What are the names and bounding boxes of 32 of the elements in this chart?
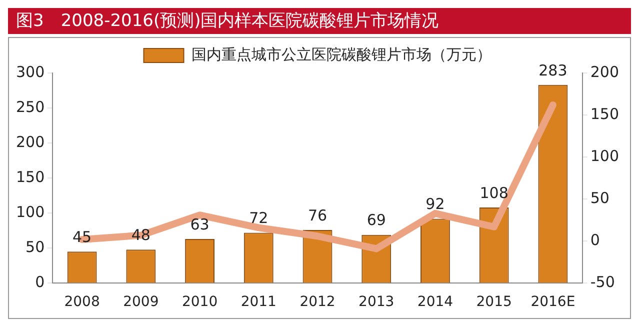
y-tick-label: 300 bbox=[16, 62, 45, 81]
x-tick-label: 2011 bbox=[240, 294, 276, 310]
legend-label: 国内重点城市公立医院碳酸锂片市场（万元） bbox=[191, 45, 492, 64]
data-label: 283 bbox=[538, 61, 568, 80]
y-tick-label: 100 bbox=[16, 203, 45, 222]
data-label: 92 bbox=[426, 195, 445, 214]
y2-tick-label: 150 bbox=[590, 104, 620, 123]
data-label: 45 bbox=[72, 228, 92, 246]
x-tick-label: 2009 bbox=[123, 294, 159, 310]
x-tick-label: 2016E bbox=[530, 294, 576, 310]
y-tick-label: 150 bbox=[16, 168, 45, 186]
y2-tick-label: 200 bbox=[590, 62, 620, 81]
data-label: 76 bbox=[308, 206, 328, 224]
x-tick-label: 2013 bbox=[358, 294, 394, 310]
data-label: 72 bbox=[249, 209, 268, 228]
y2-tick-label: 50 bbox=[590, 189, 610, 208]
x-tick-label: 2012 bbox=[300, 294, 336, 310]
x-tick-label: 2008 bbox=[64, 294, 100, 310]
x-tick-label: 2015 bbox=[476, 294, 512, 310]
y-tick-label: 200 bbox=[16, 132, 45, 151]
y2-tick-label: 0 bbox=[590, 231, 600, 250]
x-tick-label: 2010 bbox=[182, 294, 218, 310]
data-label: 69 bbox=[366, 211, 386, 230]
y-tick-label: 50 bbox=[26, 238, 45, 256]
chart-title: 图3 2008-2016(预测)国内样本医院碳酸锂片市场情况 bbox=[8, 8, 631, 34]
y-tick-label: 0 bbox=[35, 273, 45, 292]
y-tick-label: 250 bbox=[16, 98, 45, 116]
data-label: 108 bbox=[480, 184, 508, 202]
data-label: 63 bbox=[190, 215, 210, 234]
y2-tick-label: 100 bbox=[590, 146, 620, 165]
y2-tick-label: -50 bbox=[590, 273, 615, 292]
x-tick-label: 2014 bbox=[417, 294, 454, 310]
